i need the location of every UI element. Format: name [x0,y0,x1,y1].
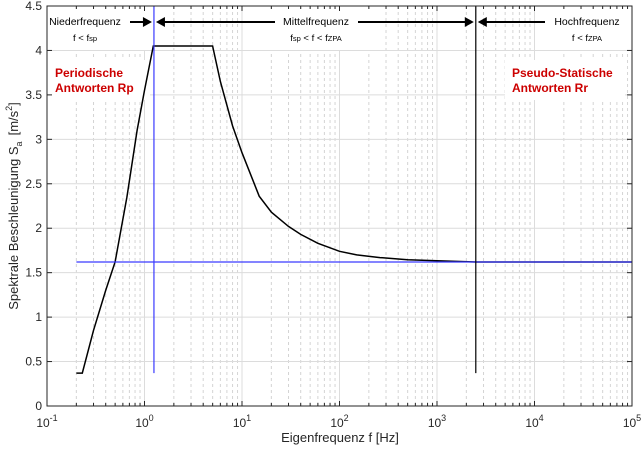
y-tick-label: 3.5 [25,88,42,102]
x-tick-label: 103 [428,413,446,430]
x-tick-label: 100 [135,413,153,430]
series-lines [76,6,632,374]
region-arrowhead [142,17,152,27]
region-arrowhead [155,17,165,27]
x-tick-label: 101 [233,413,251,430]
y-tick-label: 4.5 [25,0,42,13]
x-tick-label: 104 [525,413,543,430]
annotation-box [40,10,170,50]
region-low-condition: f < fsp [73,33,97,44]
y-tick-label: 1.5 [25,266,42,280]
y-tick-label: 0.5 [25,355,42,369]
x-tick-label: 102 [330,413,348,430]
y-axis-label: Spektrale Beschleunigung Sa[m/s2] [4,102,24,310]
annotations: Niederfrequenz f < fsp Mittelfrequenz fs… [49,16,620,95]
annotation-box [50,60,150,100]
left-region-label: Periodische Antworten Rp [55,66,134,95]
annotation-backgrounds [40,10,632,100]
axes: 0 0.5 1 1.5 2 2.5 3 3.5 4 4.5 10-1 100 101 102 103 104 1… [25,0,641,430]
right-region-label: Pseudo-Statische Antworten Rr [512,66,613,95]
region-high-title: Hochfrequenz [554,16,619,28]
x-axis-label: Eigenfrequenz f [Hz] [281,430,399,445]
y-tick-label: 3 [35,132,42,146]
y-tick-label: 2 [35,221,42,235]
x-tick-label: 10-1 [36,413,57,430]
region-mid-title: Mittelfrequenz [283,16,349,28]
y-tick-label: 4 [35,43,42,57]
region-arrowhead [477,17,487,27]
region-mid-condition: fsp < f < fZPA [290,33,342,44]
region-high-condition: f < fZPA [572,33,602,44]
y-tick-label: 0 [35,399,42,413]
annotation-box [540,10,632,50]
x-tick-label: 105 [623,413,641,430]
region-low-title: Niederfrequenz [49,16,121,28]
y-tick-label: 2.5 [25,177,42,191]
annotation-box [505,60,625,100]
y-tick-label: 1 [35,310,42,324]
annotation-box [255,10,375,50]
region-arrowhead [464,17,474,27]
